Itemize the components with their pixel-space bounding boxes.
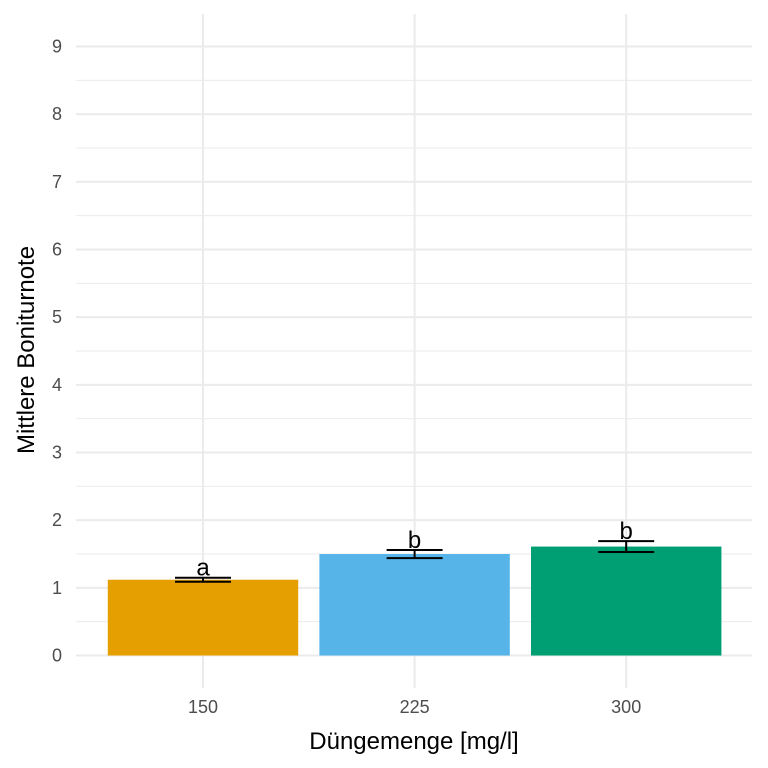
y-tick-label: 9 (52, 36, 62, 56)
x-axis-ticks: 150 225 300 (188, 697, 641, 717)
y-tick-label: 6 (52, 239, 62, 259)
error-bar (386, 548, 443, 560)
y-tick-label: 3 (52, 443, 62, 463)
y-tick-label: 5 (52, 307, 62, 327)
y-tick-label: 2 (52, 510, 62, 530)
x-tick-label: 225 (400, 697, 430, 717)
bar (319, 554, 510, 656)
significance-letter: b (408, 527, 421, 554)
y-tick-label: 4 (52, 375, 62, 395)
significance-letter: a (196, 555, 210, 582)
y-axis-ticks: 0 1 2 3 4 5 6 7 8 9 (52, 36, 62, 665)
y-axis-title: Mittlere Boniturnote (13, 246, 40, 454)
y-tick-label: 7 (52, 172, 62, 192)
x-axis-title: Düngemenge [mg/l] (309, 728, 518, 755)
error-bar (175, 576, 231, 583)
error-bars (175, 540, 655, 583)
significance-letters: a b b (196, 518, 633, 582)
y-tick-label: 0 (52, 646, 62, 666)
significance-letter: b (620, 518, 633, 545)
y-tick-label: 1 (52, 578, 62, 598)
error-bar (598, 540, 655, 553)
bars (107, 546, 722, 656)
bar (530, 546, 722, 656)
y-tick-label: 8 (52, 104, 62, 124)
x-tick-label: 150 (188, 697, 218, 717)
bar (107, 579, 299, 656)
x-tick-label: 300 (611, 697, 641, 717)
